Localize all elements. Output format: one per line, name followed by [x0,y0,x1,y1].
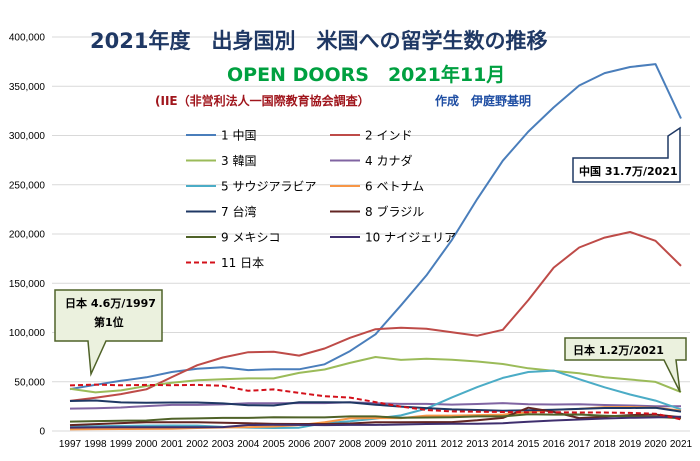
callout-china-text: 中国 31.7万/2021 [579,164,678,178]
series-line [69,356,682,394]
y-tick-label: 300,000 [9,131,46,142]
legend-label: 9 メキシコ [221,231,280,245]
callout-japan-1997-line2: 第1位 [94,315,124,329]
callout-china-2021: 中国 31.7万/2021 [572,126,681,183]
x-tick-label: 2010 [390,439,413,450]
legend-label: 11 日本 [221,256,264,270]
series-line [69,399,682,413]
x-tick-label: 2019 [619,439,642,450]
x-tick-label: 1999 [110,439,133,450]
legend: 1 中国 2 インド 3 韓国 4 カナダ 5 サウジアラビア 6 ベトナム 7 台湾 8 ブ… [186,128,456,270]
callout-japan-1997: 日本 4.6万/1997 第1位 [54,289,163,377]
y-tick-label: 400,000 [9,33,46,44]
x-tick-label: 2016 [543,439,566,450]
series-line [69,415,682,429]
x-tick-label: 2003 [212,439,235,450]
x-tick-label: 2013 [466,439,489,450]
callout-japan-2021: 日本 1.2万/2021 [564,337,687,393]
x-tick-label: 2012 [441,439,464,450]
legend-label: 8 ブラジル [365,204,424,219]
series-line [69,406,682,427]
legend-label: 3 韓国 [221,154,256,168]
series-line [69,231,682,402]
x-tick-label: 2004 [237,439,260,450]
legend-label: 2 インド [365,129,412,143]
x-tick-label: 1998 [84,439,107,450]
series-line [69,63,682,391]
legend-label: 10 ナイジェリア [365,231,456,245]
x-tick-label: 2001 [161,439,184,450]
chart-title: 2021年度 出身国別 米国への留学生数の推移 [90,29,547,53]
legend-label: 7 台湾 [221,204,256,219]
x-tick-label: 2005 [263,439,286,450]
legend-label: 5 サウジアラビア [221,180,316,194]
x-tick-label: 2021 [670,439,693,450]
y-tick-label: 50,000 [14,377,45,388]
x-tick-label: 2017 [568,439,591,450]
x-tick-label: 2007 [313,439,336,450]
x-tick-label: 2018 [594,439,617,450]
x-tick-label: 1997 [59,439,82,450]
legend-label: 1 中国 [221,128,256,143]
x-axis-ticks: 1997 1998 1999 2000 2001 2002 2003 2004 2005 2006… [59,439,693,450]
x-tick-label: 2014 [492,439,515,450]
x-tick-label: 2008 [339,439,362,450]
x-tick-label: 2009 [364,439,387,450]
legend-label: 6 ベトナム [365,180,424,194]
legend-label: 4 カナダ [365,153,412,168]
x-tick-label: 2006 [288,439,311,450]
x-tick-label: 2020 [644,439,667,450]
chart-subtitle: OPEN DOORS 2021年11月 [227,63,505,86]
x-tick-label: 2011 [416,439,438,450]
y-tick-label: 250,000 [9,180,46,191]
y-tick-label: 200,000 [9,230,46,241]
author-note: 作成 伊庭野基明 [435,93,531,108]
y-tick-label: 0 [39,427,45,438]
callout-japan-2021-text: 日本 1.2万/2021 [573,343,664,357]
callout-japan-1997-line1: 日本 4.6万/1997 [65,296,156,310]
x-tick-label: 2002 [186,439,209,450]
series-line [69,383,682,421]
source-note: (IIE（非営利法人一国際教育協会調査） [155,93,370,108]
series-line [69,413,682,423]
x-tick-label: 2000 [135,439,158,450]
y-tick-label: 150,000 [9,279,46,290]
y-axis-ticks: 0 50,000 100,000 150,000 200,000 250,000 300,0… [9,33,46,438]
y-tick-label: 350,000 [9,82,46,93]
series-line [69,401,681,410]
y-tick-label: 100,000 [9,328,46,339]
series-lines [69,63,682,431]
x-tick-label: 2015 [517,439,540,450]
